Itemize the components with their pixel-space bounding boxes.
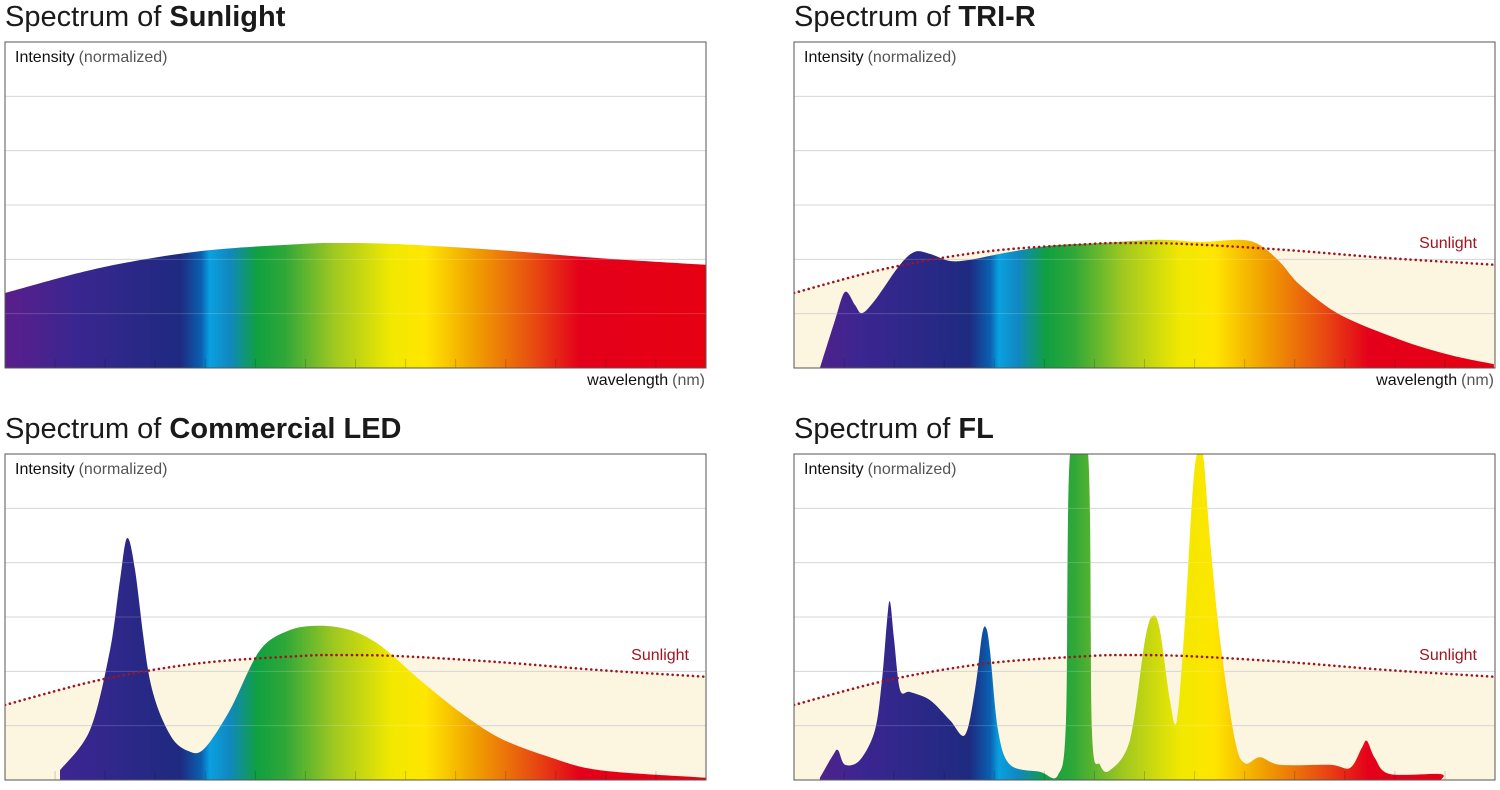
title-subject: TRI-R [958, 1, 1035, 33]
spectrum-panel-3: Spectrum of FL Sunlight Intensity (normaliz… [793, 413, 1496, 781]
plot-area [5, 95, 706, 368]
x-axis-title: wavelength [586, 372, 668, 389]
panel-title: Spectrum of Commercial LED [5, 413, 401, 445]
sunlight-reference-line [794, 241, 1495, 295]
spectrum-area [60, 538, 706, 780]
spectrum-area [5, 242, 706, 368]
x-axis-unit: (nm) [1461, 372, 1494, 389]
x-axis-label: wavelength (nm) [1375, 372, 1494, 389]
plot-frame [793, 453, 1496, 781]
title-prefix: Spectrum of [5, 413, 169, 445]
y-axis-unit: (normalized) [79, 49, 168, 66]
panel-title: Spectrum of TRI-R [794, 1, 1036, 33]
spectrum-panel-2: Spectrum of Commercial LED Sunlight Intens… [4, 413, 707, 781]
y-axis-unit: (normalized) [79, 461, 168, 478]
title-subject: Sunlight [169, 1, 285, 33]
plot-frame [793, 41, 1496, 369]
y-axis-title: Intensity [804, 49, 864, 66]
sunlight-reference-label: Sunlight [631, 647, 689, 664]
y-axis-unit: (normalized) [868, 461, 957, 478]
sunlight-reference-line [794, 653, 1495, 707]
x-axis-unit: (nm) [672, 372, 705, 389]
plot-area [5, 507, 706, 780]
sunlight-reference-line [5, 653, 706, 707]
plot-frame [4, 41, 707, 369]
plot-area [794, 454, 1495, 780]
sunlight-reference-label: Sunlight [1419, 647, 1477, 664]
title-prefix: Spectrum of [5, 1, 169, 33]
y-axis-label: Intensity (normalized) [804, 461, 957, 478]
y-axis-label: Intensity (normalized) [15, 49, 168, 66]
title-subject: Commercial LED [169, 413, 401, 445]
x-axis-label: wavelength (nm) [586, 372, 705, 389]
y-axis-unit: (normalized) [868, 49, 957, 66]
sunlight-reference-label: Sunlight [1419, 235, 1477, 252]
title-prefix: Spectrum of [794, 413, 958, 445]
spectrum-area [819, 454, 1444, 780]
title-subject: FL [958, 413, 993, 445]
spectrum-panel-1: Spectrum of TRI-R Sunlight Intensity (norma… [793, 1, 1496, 389]
y-axis-label: Intensity (normalized) [804, 49, 957, 66]
plot-frame [4, 453, 707, 781]
y-axis-title: Intensity [15, 461, 75, 478]
title-prefix: Spectrum of [794, 1, 958, 33]
panel-title: Spectrum of FL [794, 413, 994, 445]
x-axis-title: wavelength [1375, 372, 1457, 389]
panel-title: Spectrum of Sunlight [5, 1, 286, 33]
y-axis-label: Intensity (normalized) [15, 461, 168, 478]
spectrum-area [819, 239, 1494, 368]
y-axis-title: Intensity [804, 461, 864, 478]
y-axis-title: Intensity [15, 49, 75, 66]
plot-area [794, 95, 1495, 368]
